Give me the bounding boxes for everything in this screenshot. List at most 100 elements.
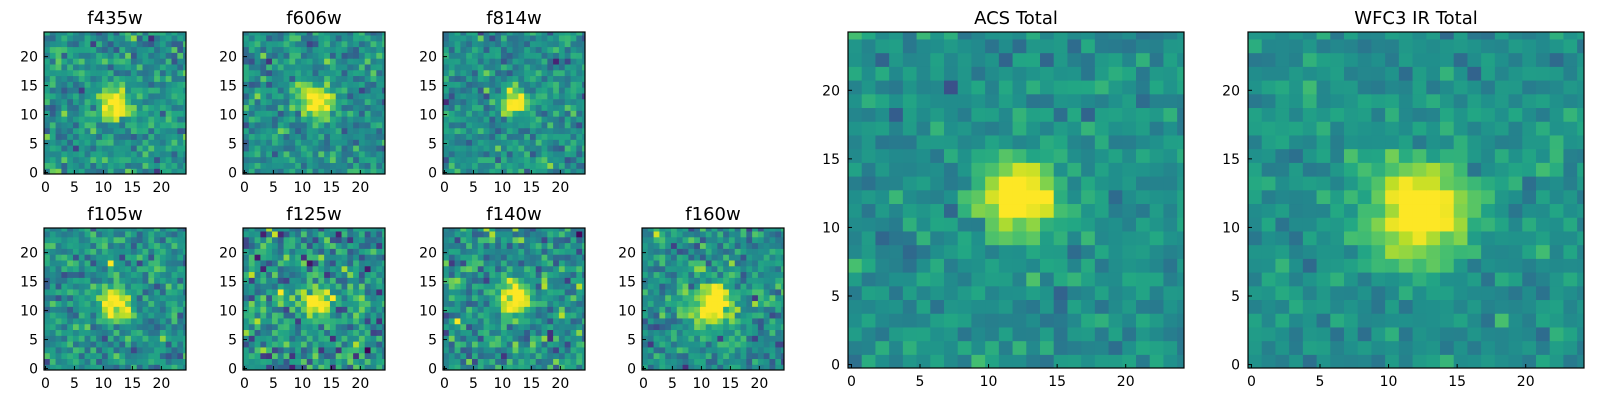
heatmap-cell bbox=[318, 323, 325, 331]
heatmap-cell bbox=[154, 236, 161, 244]
heatmap-cell bbox=[171, 46, 178, 53]
heatmap-cell bbox=[518, 230, 525, 238]
heatmap-cell bbox=[376, 248, 383, 255]
heatmap-cell bbox=[769, 236, 776, 244]
heatmap-cell bbox=[154, 306, 161, 313]
heatmap-cell bbox=[1136, 258, 1151, 273]
heatmap-cell bbox=[647, 335, 655, 342]
heatmap-cell bbox=[553, 162, 560, 169]
heatmap-cell bbox=[518, 116, 525, 123]
heatmap-cell bbox=[67, 46, 74, 53]
heatmap-cell bbox=[642, 254, 649, 261]
heatmap-cell bbox=[512, 277, 519, 284]
heatmap-cell bbox=[466, 312, 473, 319]
heatmap-cell bbox=[306, 312, 314, 319]
heatmap-cell bbox=[723, 352, 730, 360]
heatmap-cell bbox=[763, 259, 771, 267]
heatmap-cell bbox=[183, 317, 186, 325]
heatmap-cell bbox=[1012, 272, 1027, 287]
heatmap-cell bbox=[723, 306, 730, 313]
heatmap-cell bbox=[271, 317, 279, 325]
heatmap-cell bbox=[541, 300, 548, 307]
heatmap-cell bbox=[148, 230, 155, 238]
heatmap-cell bbox=[443, 228, 450, 232]
heatmap-cell bbox=[260, 265, 267, 273]
heatmap-cell bbox=[889, 244, 904, 259]
heatmap-cell bbox=[694, 271, 701, 278]
heatmap-cell bbox=[454, 58, 461, 65]
heatmap-cell bbox=[382, 306, 385, 313]
heatmap-cell bbox=[130, 150, 138, 158]
heatmap-cell bbox=[353, 346, 360, 354]
heatmap-cell bbox=[642, 346, 649, 354]
heatmap-cell bbox=[489, 32, 496, 36]
heatmap-cell bbox=[370, 254, 377, 261]
heatmap-cell bbox=[107, 116, 115, 123]
heatmap-cell bbox=[376, 156, 383, 164]
heatmap-cell bbox=[717, 248, 724, 255]
heatmap-cell bbox=[541, 341, 548, 348]
heatmap-cell bbox=[740, 300, 747, 307]
heatmap-cell bbox=[300, 288, 308, 296]
heatmap-cell bbox=[752, 364, 759, 370]
heatmap-cell bbox=[55, 352, 62, 360]
heatmap-cell bbox=[341, 52, 348, 59]
heatmap-cell bbox=[489, 317, 496, 325]
heatmap-cell bbox=[506, 271, 514, 278]
heatmap-cell bbox=[113, 162, 120, 169]
heatmap-cell bbox=[335, 230, 343, 238]
heatmap-cell bbox=[44, 110, 51, 117]
heatmap-cell bbox=[113, 236, 120, 244]
heatmap-cell bbox=[148, 127, 155, 135]
heatmap-cell bbox=[740, 230, 747, 238]
heatmap-cell bbox=[558, 317, 566, 325]
heatmap-cell bbox=[370, 236, 377, 244]
heatmap-cell bbox=[781, 228, 784, 232]
heatmap-cell bbox=[382, 52, 385, 59]
heatmap-cell bbox=[1108, 258, 1123, 273]
heatmap-cell bbox=[376, 98, 383, 106]
heatmap-cell bbox=[78, 358, 86, 365]
heatmap-cell bbox=[55, 98, 62, 106]
heatmap-cell bbox=[382, 254, 385, 261]
heatmap-cell bbox=[44, 242, 51, 249]
heatmap-cell bbox=[183, 92, 186, 100]
heatmap-cell bbox=[582, 133, 585, 140]
heatmap-cell bbox=[165, 127, 173, 135]
heatmap-cell bbox=[553, 81, 560, 88]
heatmap-cell bbox=[775, 346, 782, 354]
heatmap-cell bbox=[769, 283, 776, 290]
heatmap-cell bbox=[113, 265, 120, 273]
heatmap-cell bbox=[243, 294, 250, 302]
heatmap-cell bbox=[248, 242, 256, 249]
heatmap-cell bbox=[165, 329, 173, 336]
heatmap-cell bbox=[283, 236, 290, 244]
heatmap-cell bbox=[335, 364, 343, 370]
heatmap-cell bbox=[971, 340, 986, 355]
heatmap-cell bbox=[541, 34, 548, 42]
heatmap-cell bbox=[576, 116, 583, 123]
heatmap-cell bbox=[848, 134, 863, 150]
heatmap-cell bbox=[699, 306, 707, 313]
heatmap-cell bbox=[529, 288, 537, 296]
heatmap-cell bbox=[347, 254, 354, 261]
heatmap-cell bbox=[171, 121, 178, 129]
heatmap-cell bbox=[576, 329, 583, 336]
heatmap-cell bbox=[582, 228, 585, 232]
heatmap-cell bbox=[136, 346, 144, 354]
heatmap-cell bbox=[55, 75, 62, 82]
heatmap-cell bbox=[78, 121, 86, 129]
heatmap-cell bbox=[148, 32, 155, 36]
heatmap-cell bbox=[1053, 134, 1069, 150]
heatmap-cell bbox=[119, 228, 126, 232]
heatmap-cell bbox=[699, 294, 707, 302]
heatmap-cell bbox=[512, 46, 519, 53]
heatmap-cell bbox=[717, 294, 724, 302]
heatmap-cell bbox=[483, 352, 490, 360]
heatmap-cell bbox=[136, 317, 144, 325]
heatmap-cell bbox=[781, 265, 784, 273]
heatmap-cell bbox=[647, 294, 655, 302]
heatmap-cell bbox=[653, 335, 660, 342]
heatmap-cell bbox=[728, 271, 736, 278]
heatmap-cell bbox=[72, 341, 80, 348]
